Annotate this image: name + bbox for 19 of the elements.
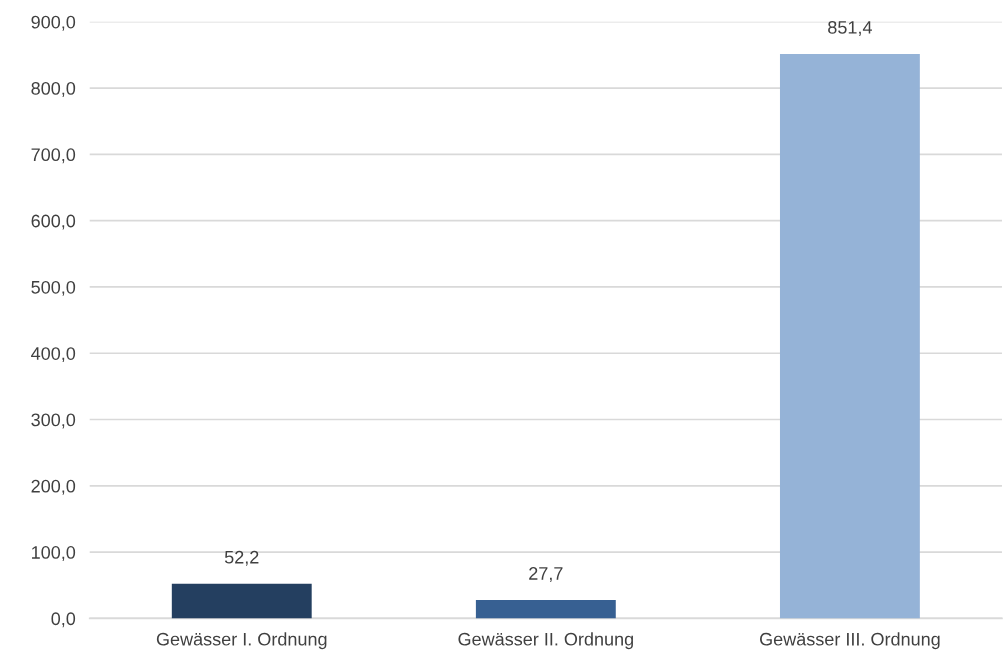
- x-tick-label: Gewässer III. Ordnung: [760, 632, 940, 650]
- y-tick-label: 800,0: [31, 82, 76, 97]
- data-label: 27,7: [529, 567, 563, 582]
- bar: [171, 583, 312, 619]
- y-tick-label: 500,0: [31, 280, 76, 296]
- x-tick-label: Gewässer II. Ordnung: [458, 632, 633, 650]
- y-tick-label: 400,0: [31, 347, 76, 363]
- data-label: 851,4: [828, 20, 872, 36]
- y-tick-label: 900,0: [31, 15, 76, 31]
- y-tick-label: 600,0: [31, 214, 76, 230]
- y-tick-label: 0,0: [51, 612, 76, 628]
- x-tick-label: Gewässer I. Ordnung: [156, 632, 327, 650]
- y-tick-label: 700,0: [31, 148, 76, 164]
- y-tick-label: 200,0: [31, 479, 76, 495]
- data-label: 52,2: [224, 550, 259, 566]
- bar: [475, 600, 616, 619]
- bar: [779, 54, 920, 619]
- y-tick-label: 100,0: [32, 546, 76, 561]
- y-tick-label: 300,0: [31, 413, 76, 429]
